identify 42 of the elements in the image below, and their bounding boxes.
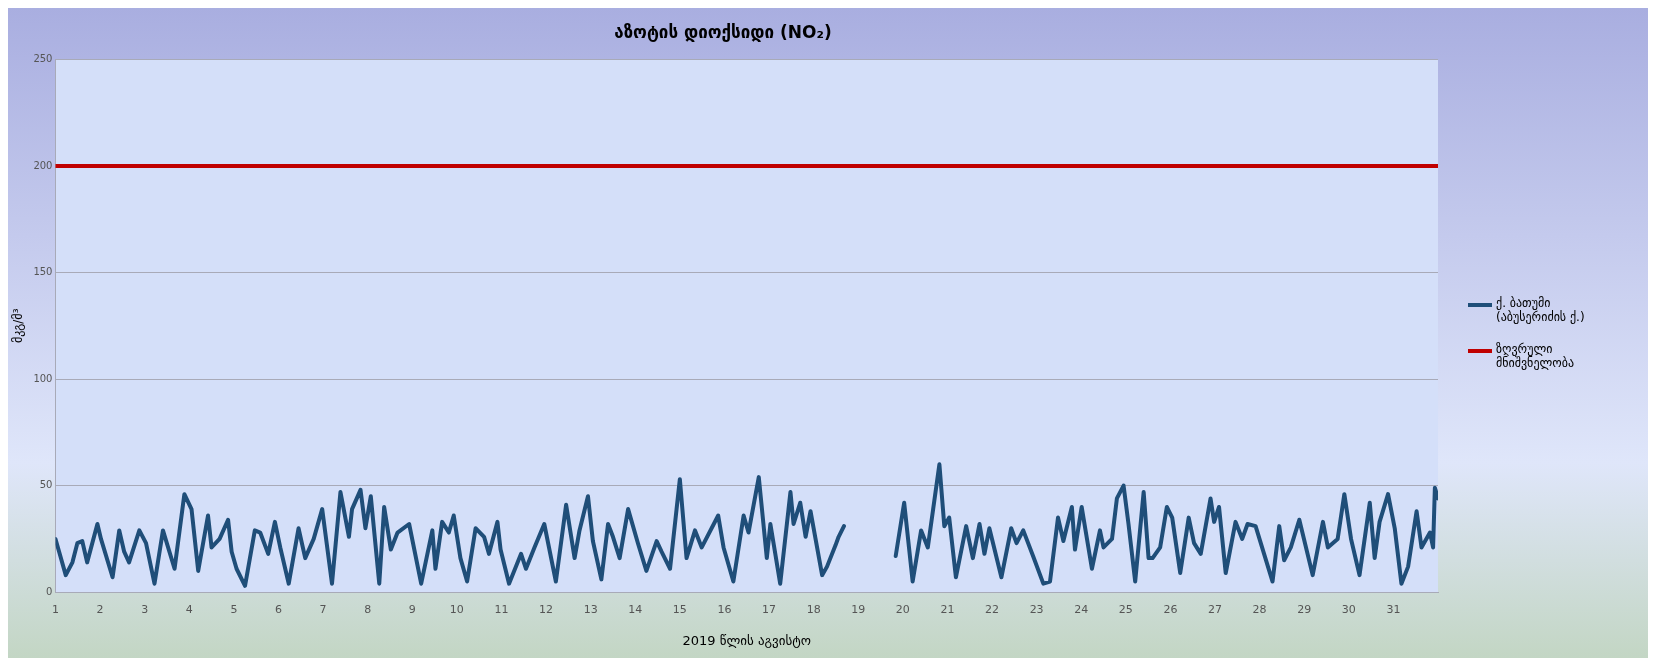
y-tick-label: 50: [39, 479, 53, 491]
x-tick-label: 1: [51, 602, 59, 616]
x-tick-label: 2: [96, 602, 104, 616]
x-tick-label: 22: [985, 602, 1000, 616]
x-tick-label: 30: [1341, 602, 1356, 616]
y-tick-label: 150: [33, 266, 53, 278]
x-tick-label: 15: [672, 602, 687, 616]
chart-title: აზოტის დიოქსიდი (NO₂): [614, 21, 832, 42]
x-tick-label: 12: [539, 602, 554, 616]
x-tick-label: 13: [583, 602, 598, 616]
x-tick-label: 28: [1252, 602, 1267, 616]
y-tick-label: 0: [46, 585, 53, 597]
legend-label: ქ. ბათუმი (აბუსერიძის ქ.): [1496, 296, 1586, 324]
x-tick-label: 17: [762, 602, 777, 616]
x-tick-label: 24: [1074, 602, 1089, 616]
x-tick-label: 21: [940, 602, 955, 616]
x-tick-label: 6: [274, 602, 282, 616]
y-axis-title: მკგ/მ³: [11, 308, 26, 344]
x-tick-label: 14: [628, 602, 643, 616]
y-tick-label: 100: [33, 372, 53, 384]
x-tick-label: 20: [895, 602, 910, 616]
x-tick-label: 29: [1297, 602, 1312, 616]
x-tick-label: 7: [319, 602, 327, 616]
legend-label: ზღვრული მნიშვნელობა: [1496, 342, 1575, 370]
x-tick-label: 31: [1386, 602, 1401, 616]
x-tick-label: 19: [851, 602, 866, 616]
x-tick-label: 5: [230, 602, 238, 616]
x-axis-title: 2019 წლის აგვისტო: [682, 632, 811, 648]
x-tick-label: 9: [408, 602, 416, 616]
x-tick-label: 23: [1029, 602, 1044, 616]
x-tick-label: 3: [141, 602, 149, 616]
y-tick-label: 250: [33, 52, 53, 64]
x-tick-label: 18: [806, 602, 821, 616]
x-tick-label: 11: [494, 602, 509, 616]
x-tick-label: 25: [1118, 602, 1133, 616]
x-tick-label: 16: [717, 602, 732, 616]
x-tick-label: 8: [364, 602, 372, 616]
x-tick-label: 26: [1163, 602, 1178, 616]
y-tick-label: 200: [33, 159, 53, 171]
x-tick-label: 4: [185, 602, 193, 616]
x-tick-label: 27: [1208, 602, 1223, 616]
x-tick-label: 10: [449, 602, 464, 616]
